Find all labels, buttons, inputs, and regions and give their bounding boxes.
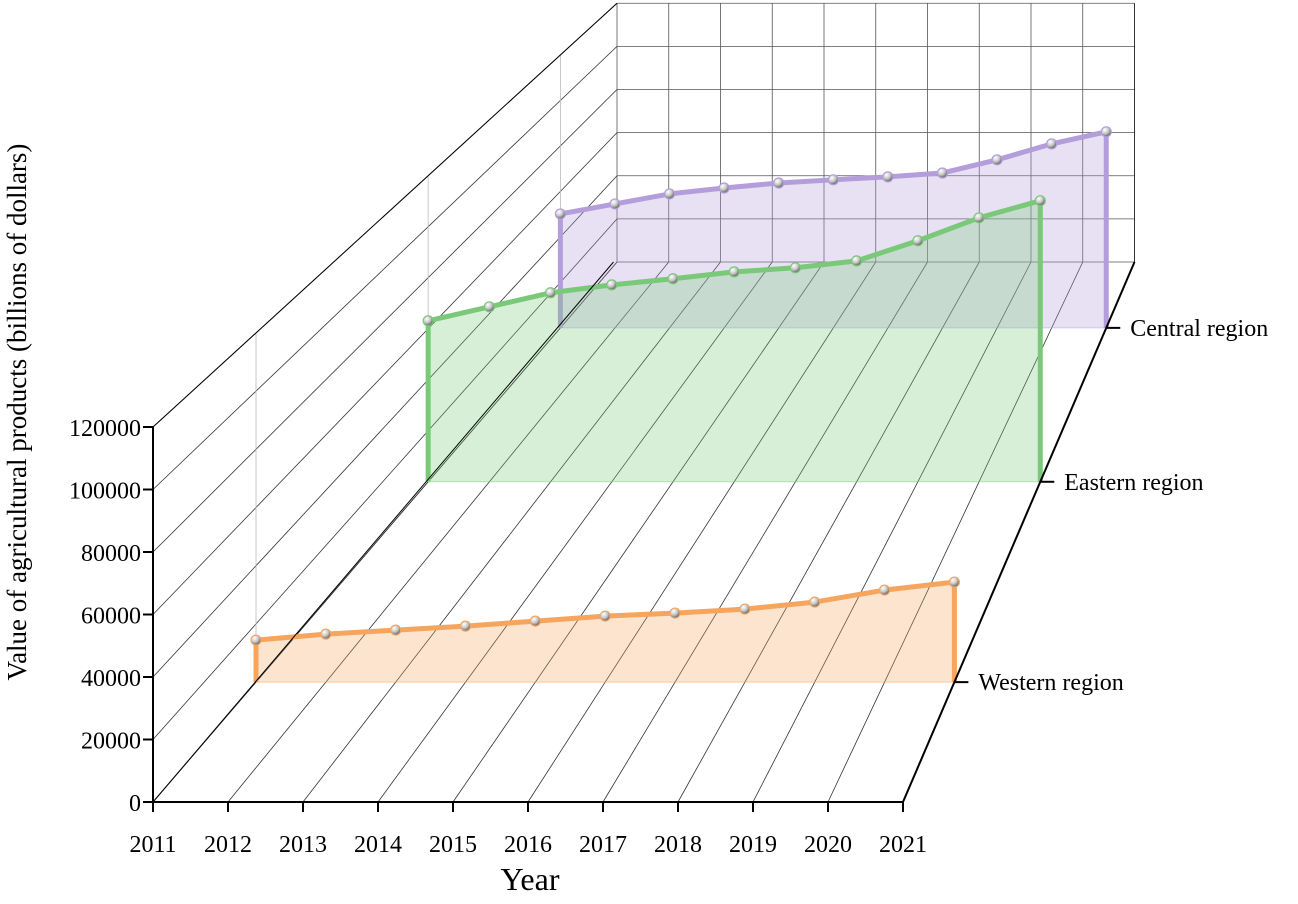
x-axis-title: Year xyxy=(501,861,560,897)
marker xyxy=(973,212,985,224)
x-tick-label: 2011 xyxy=(129,832,176,858)
x-tick-label: 2012 xyxy=(204,832,252,858)
marker xyxy=(912,235,924,247)
x-tick-label: 2018 xyxy=(654,832,702,858)
marker xyxy=(669,607,681,619)
x-tick-label: 2019 xyxy=(729,832,777,858)
marker xyxy=(936,167,949,179)
marker xyxy=(718,182,730,194)
x-tick-label: 2013 xyxy=(279,832,327,858)
axes: 2011 2012 2013 2014 2015 2016 2017 2018 2019 2020… xyxy=(69,2,1268,858)
floor-grid-line xyxy=(377,261,773,803)
marker xyxy=(1034,195,1046,207)
x-tick-label: 2020 xyxy=(804,832,852,858)
marker xyxy=(1046,138,1058,150)
marker xyxy=(529,615,541,627)
legend-label: Central region xyxy=(1130,316,1268,342)
marker xyxy=(773,177,785,189)
marker xyxy=(606,279,618,291)
floor-grid-line xyxy=(677,261,980,803)
marker xyxy=(422,315,434,327)
grid xyxy=(152,2,1135,803)
y-tick-label: 120000 xyxy=(69,416,141,442)
marker xyxy=(667,273,679,285)
marker xyxy=(554,208,566,220)
wall-grid-line xyxy=(152,46,618,490)
y-axis-title: Value of agricultural products (billions… xyxy=(2,144,32,681)
floor-grid-line xyxy=(602,261,928,803)
y-tick-label: 60000 xyxy=(81,604,141,630)
marker xyxy=(1100,126,1112,138)
marker xyxy=(728,266,740,278)
marker xyxy=(851,255,863,267)
floor-grid-line xyxy=(452,261,825,803)
floor-grid-line xyxy=(302,261,721,803)
y-tick-label: 100000 xyxy=(69,479,141,505)
marker xyxy=(991,154,1003,166)
marker xyxy=(320,628,332,640)
x-tick-label: 2021 xyxy=(879,832,927,858)
depth-axis xyxy=(902,261,1136,803)
y-tick-label: 0 xyxy=(129,791,141,817)
wall-grid-line xyxy=(152,218,618,740)
marker xyxy=(544,287,557,299)
floor-grid-line xyxy=(527,261,877,803)
marker xyxy=(827,174,839,186)
marker xyxy=(390,624,402,636)
marker xyxy=(250,634,262,646)
marker xyxy=(663,188,676,200)
wall-edge xyxy=(152,261,614,803)
legend-label: Western region xyxy=(978,670,1123,696)
marker xyxy=(599,610,611,622)
marker xyxy=(459,620,472,632)
marker xyxy=(483,301,495,313)
y-tick-label: 20000 xyxy=(81,729,141,755)
x-tick-label: 2017 xyxy=(579,832,627,858)
y-tick-label: 80000 xyxy=(81,541,141,567)
x-tick-label: 2014 xyxy=(354,832,402,858)
floor-grid-line xyxy=(227,261,670,803)
x-tick-label: 2015 xyxy=(429,832,477,858)
ribbons xyxy=(250,126,1112,683)
x-tick-label: 2016 xyxy=(504,832,552,858)
marker xyxy=(948,576,960,588)
marker xyxy=(882,171,894,183)
y-tick-label: 40000 xyxy=(81,666,141,692)
wall-grid-line xyxy=(152,175,618,678)
legend-label: Eastern region xyxy=(1064,470,1203,496)
floor-grid-line xyxy=(752,261,1032,803)
wall-grid-line xyxy=(152,89,618,553)
marker xyxy=(878,584,891,596)
marker xyxy=(739,603,751,615)
marker xyxy=(809,596,821,608)
wall-edge xyxy=(152,2,618,428)
marker xyxy=(789,262,802,274)
marker xyxy=(609,198,621,210)
wall-grid-line xyxy=(152,132,618,615)
